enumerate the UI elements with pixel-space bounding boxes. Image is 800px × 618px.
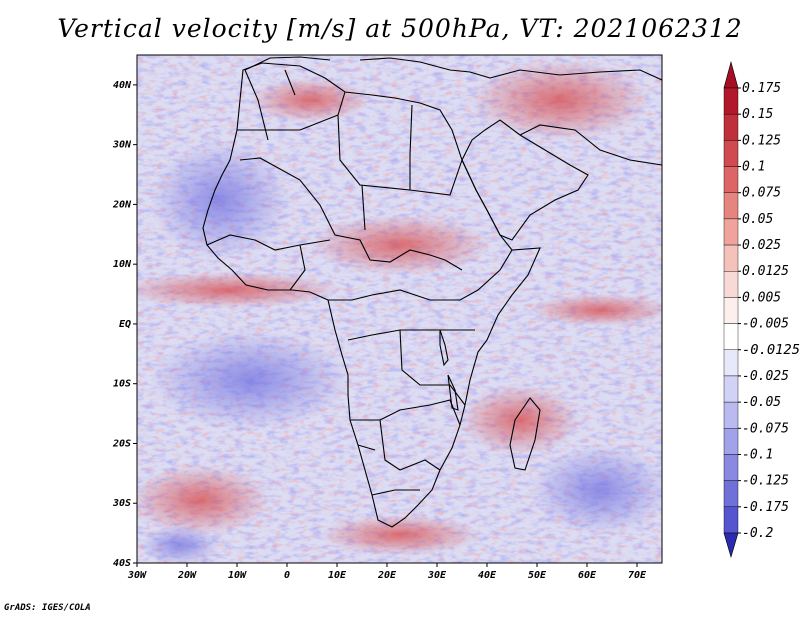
colorbar-top-arrow bbox=[723, 60, 739, 89]
lat-tick-label: 40N bbox=[113, 80, 132, 91]
colorbar-label: -0.125 bbox=[742, 474, 789, 489]
lat-tick-label: 20S bbox=[112, 438, 131, 449]
lat-tick-label: 30N bbox=[112, 140, 132, 151]
lat-tick-label: 20N bbox=[112, 199, 132, 210]
colorbar-bottom-arrow bbox=[723, 532, 739, 559]
colorbar-swatch bbox=[723, 401, 739, 429]
colorbar-label: 0.075 bbox=[742, 186, 781, 201]
lon-tick-label: 40E bbox=[478, 570, 497, 581]
colorbar-label: -0.1 bbox=[742, 447, 773, 462]
lat-tick-label: 30S bbox=[112, 498, 131, 509]
lon-tick-label: 0 bbox=[284, 570, 290, 581]
colorbar-label: 0.025 bbox=[742, 238, 781, 253]
colorbar-label: -0.175 bbox=[742, 500, 789, 515]
lon-axis: 30W 20W 10W 0 10E 20E 30E 40E 50E 60E 70E bbox=[127, 563, 647, 581]
colorbar-label: -0.2 bbox=[742, 526, 773, 541]
colorbar-swatch bbox=[723, 375, 739, 403]
colorbar-label: 0.005 bbox=[742, 290, 781, 305]
lat-axis: 40N 30N 20N 10N EQ 10S 20S 30S 40S bbox=[112, 80, 137, 569]
colorbar-swatch bbox=[723, 140, 739, 167]
lat-tick-label: 40S bbox=[113, 558, 131, 569]
colorbar-label: 0.05 bbox=[742, 212, 773, 227]
colorbar-swatch bbox=[723, 480, 739, 508]
colorbar-label: -0.075 bbox=[742, 421, 789, 436]
colorbar-swatch bbox=[723, 428, 739, 455]
colorbar-swatch bbox=[723, 349, 739, 377]
colorbar-label: 0.125 bbox=[742, 133, 781, 148]
colorbar-swatch bbox=[723, 113, 739, 141]
lon-tick-label: 30W bbox=[127, 570, 147, 581]
colorbar-swatch bbox=[723, 271, 739, 298]
colorbar-swatch bbox=[723, 323, 739, 350]
colorbar-swatch bbox=[723, 297, 739, 324]
colorbar-label: 0.0125 bbox=[742, 264, 789, 279]
lat-tick-label: 10S bbox=[113, 379, 131, 390]
colorbar-label: 0.1 bbox=[742, 160, 765, 175]
lon-tick-label: 50E bbox=[528, 570, 547, 581]
lon-tick-label: 10W bbox=[228, 570, 247, 581]
lon-tick-label: 30E bbox=[427, 570, 447, 581]
colorbar-swatch bbox=[723, 454, 739, 481]
plot-frame bbox=[136, 54, 663, 564]
lon-tick-label: 10E bbox=[328, 570, 347, 581]
colorbar: 0.175 0.15 0.125 0.1 0.075 0.05 0.025 0.0125 0.0… bbox=[723, 60, 800, 559]
colorbar-label: 0.175 bbox=[742, 81, 781, 96]
colorbar-label: -0.0125 bbox=[742, 343, 800, 358]
colorbar-swatch bbox=[723, 87, 739, 115]
colorbar-swatch bbox=[723, 244, 739, 272]
velocity-field bbox=[137, 55, 662, 563]
colorbar-swatch bbox=[723, 192, 739, 220]
country-borders bbox=[202, 56, 662, 528]
colorbar-swatch bbox=[723, 218, 739, 246]
lat-tick-label: 10N bbox=[113, 259, 132, 270]
colorbar-swatch bbox=[723, 166, 739, 193]
grads-credit: GrADS: IGES/COLA bbox=[4, 603, 91, 613]
colorbar-label: 0.15 bbox=[742, 107, 773, 122]
lon-tick-label: 20W bbox=[177, 570, 197, 581]
colorbar-swatch bbox=[723, 506, 739, 534]
colorbar-label: -0.05 bbox=[742, 395, 781, 410]
lon-tick-label: 20E bbox=[377, 570, 397, 581]
lon-tick-label: 70E bbox=[628, 570, 647, 581]
colorbar-label: -0.025 bbox=[742, 369, 789, 384]
lon-tick-label: 60E bbox=[578, 570, 597, 581]
colorbar-label: -0.005 bbox=[742, 317, 789, 332]
chart-title: Vertical velocity [m/s] at 500hPa, VT: 2… bbox=[57, 14, 743, 43]
lat-tick-label: EQ bbox=[119, 319, 131, 330]
